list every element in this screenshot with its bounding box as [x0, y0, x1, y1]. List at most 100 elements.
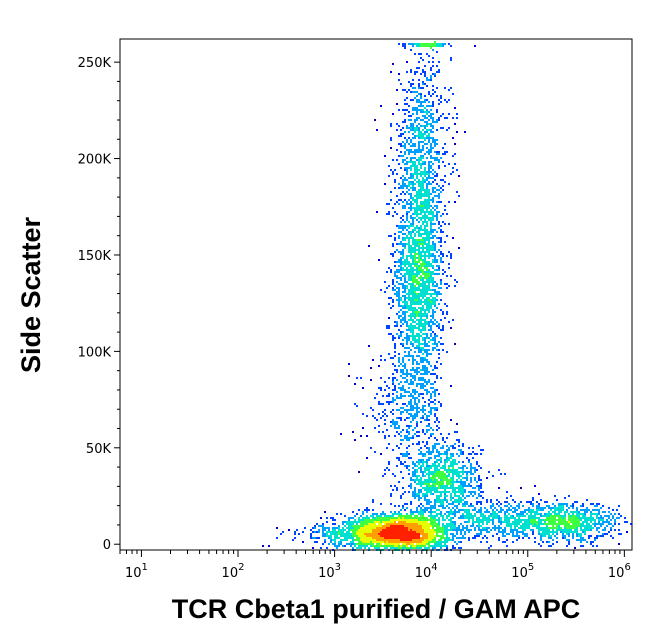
data-point [396, 379, 398, 381]
data-point [422, 393, 424, 395]
data-point [426, 369, 428, 371]
data-point [456, 191, 458, 193]
data-point [430, 289, 432, 291]
data-point [506, 519, 508, 521]
data-point [412, 531, 414, 533]
data-point [556, 541, 558, 543]
data-point [430, 541, 432, 543]
data-point [586, 529, 588, 531]
data-point [420, 315, 422, 317]
data-point [416, 403, 418, 405]
data-point [426, 367, 428, 369]
data-point [442, 273, 444, 275]
data-point [516, 521, 518, 523]
data-point [426, 275, 428, 277]
data-point [418, 411, 420, 413]
data-point [396, 541, 398, 543]
data-point [420, 357, 422, 359]
data-point [404, 517, 406, 519]
data-point [406, 185, 408, 187]
data-point [392, 283, 394, 285]
data-point [318, 529, 320, 531]
data-point [336, 535, 338, 537]
data-point [454, 285, 456, 287]
data-point [392, 533, 394, 535]
data-point [436, 515, 438, 517]
data-point [482, 521, 484, 523]
data-point [428, 247, 430, 249]
data-point [352, 525, 354, 527]
data-point [400, 151, 402, 153]
data-point [388, 325, 390, 327]
data-point [412, 331, 414, 333]
data-point [384, 513, 386, 515]
data-point [410, 303, 412, 305]
data-point [402, 301, 404, 303]
data-point [470, 517, 472, 519]
data-point [512, 521, 514, 523]
data-point [372, 539, 374, 541]
data-point [434, 461, 436, 463]
data-point [420, 119, 422, 121]
data-point [516, 523, 518, 525]
data-point [416, 117, 418, 119]
data-point [408, 265, 410, 267]
data-point [398, 515, 400, 517]
data-point [422, 405, 424, 407]
data-point [418, 117, 420, 119]
data-point [448, 511, 450, 513]
data-point [562, 535, 564, 537]
data-point [430, 247, 432, 249]
data-point [436, 153, 438, 155]
data-point [396, 287, 398, 289]
data-point [406, 173, 408, 175]
data-point [380, 531, 382, 533]
data-point [434, 503, 436, 505]
data-point [432, 241, 434, 243]
data-point [358, 545, 360, 547]
data-point [374, 521, 376, 523]
data-point [384, 437, 386, 439]
data-point [438, 455, 440, 457]
data-point [390, 503, 392, 505]
data-point [452, 237, 454, 239]
data-point [462, 537, 464, 539]
data-point [416, 249, 418, 251]
data-point [548, 519, 550, 521]
data-point [446, 101, 448, 103]
data-point [428, 345, 430, 347]
data-point [420, 417, 422, 419]
data-point [412, 203, 414, 205]
data-point [424, 153, 426, 155]
data-point [394, 337, 396, 339]
data-point [572, 527, 574, 529]
data-point [402, 243, 404, 245]
data-point [448, 223, 450, 225]
data-point [394, 399, 396, 401]
data-point [540, 527, 542, 529]
data-point [436, 449, 438, 451]
data-point [418, 545, 420, 547]
data-point [406, 375, 408, 377]
data-point [420, 255, 422, 257]
data-point [422, 305, 424, 307]
data-point [430, 501, 432, 503]
data-point [392, 539, 394, 541]
data-point [430, 79, 432, 81]
data-point [598, 511, 600, 513]
data-point [426, 53, 428, 55]
data-point [474, 471, 476, 473]
data-point [418, 315, 420, 317]
data-point [400, 305, 402, 307]
data-point [426, 205, 428, 207]
data-point [422, 543, 424, 545]
data-point [412, 163, 414, 165]
data-point [430, 273, 432, 275]
data-point [410, 539, 412, 541]
data-point [452, 481, 454, 483]
data-point [422, 87, 424, 89]
data-point [388, 285, 390, 287]
data-point [408, 131, 410, 133]
data-point [380, 453, 382, 455]
data-point [404, 169, 406, 171]
